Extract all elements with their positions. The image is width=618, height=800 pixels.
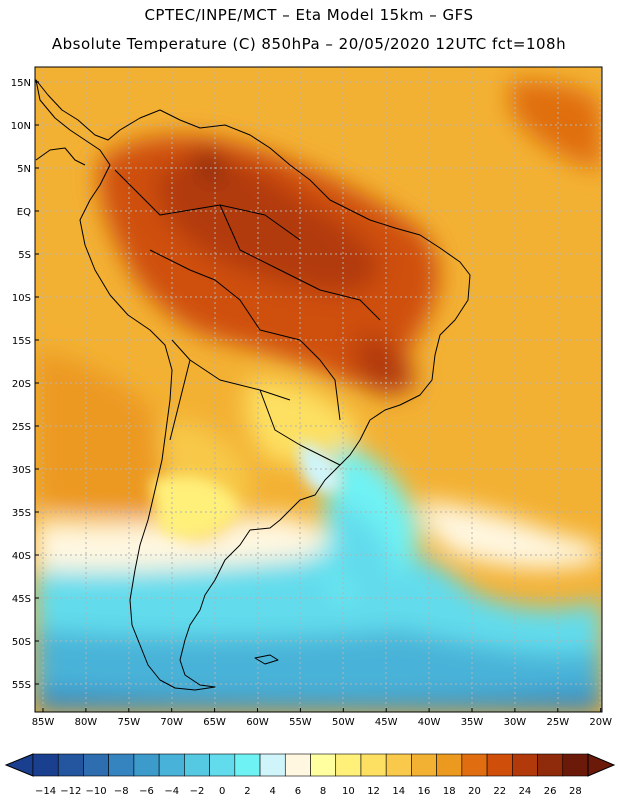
longitude-label: 85W <box>32 717 55 728</box>
colorbar-label: −14 <box>35 786 56 797</box>
color-scale-bar <box>4 753 616 777</box>
latitude-label: 45S <box>12 594 31 605</box>
longitude-label: 65W <box>203 717 226 728</box>
map-title-line-1: CPTEC/INPE/MCT – Eta Model 15km – GFS <box>144 6 474 24</box>
colorbar-label: 0 <box>219 786 225 797</box>
latitude-label: 15S <box>12 336 31 347</box>
longitude-label: 35W <box>461 717 484 728</box>
latitude-label: 10N <box>11 121 31 132</box>
latitude-labels: 15N 10N 5N EQ 5S 10S 15S 20S 25S 30S 35S 40S 45S 50S 5… <box>11 78 39 691</box>
colorbar-swatch <box>461 753 488 777</box>
colorbar-swatch <box>486 753 513 777</box>
longitude-labels: 85W 80W 75W 70W 65W 60W 55W 50W 45W 40W 35W 30W 25W 2… <box>32 708 612 728</box>
colorbar-swatch <box>57 753 84 777</box>
longitude-label: 60W <box>246 717 269 728</box>
latitude-label: 10S <box>12 293 31 304</box>
colorbar-label: −8 <box>114 786 129 797</box>
south-america-coastline <box>35 79 471 691</box>
country-borders <box>114 169 381 466</box>
central-america-coastline <box>35 147 86 166</box>
colorbar-swatch <box>537 753 564 777</box>
colorbar-swatch <box>209 753 236 777</box>
longitude-label: 30W <box>504 717 527 728</box>
colorbar-swatch <box>83 753 109 777</box>
colorbar-low-arrow <box>4 753 34 777</box>
colorbar-swatch <box>385 753 412 777</box>
latitude-label: 40S <box>12 551 31 562</box>
colorbar-label: 8 <box>320 786 326 797</box>
longitude-label: 80W <box>75 717 98 728</box>
longitude-label: 25W <box>546 717 569 728</box>
colorbar-label: 12 <box>367 786 380 797</box>
colorbar-swatch <box>158 753 185 777</box>
longitude-label: 75W <box>117 717 140 728</box>
colorbar-label: 22 <box>493 786 506 797</box>
colorbar-swatch <box>259 753 286 777</box>
longitude-label: 40W <box>418 717 441 728</box>
colorbar-label: 24 <box>519 786 532 797</box>
coastlines <box>35 79 471 691</box>
latitude-label: 20S <box>12 379 31 390</box>
colorbar-swatch <box>360 753 387 777</box>
latitude-label: 25S <box>12 422 31 433</box>
latitude-label: 30S <box>12 465 31 476</box>
colorbar-label: −2 <box>190 786 205 797</box>
colorbar-swatch <box>234 753 261 777</box>
colorbar-label: 26 <box>544 786 557 797</box>
colorbar-label: 10 <box>342 786 355 797</box>
falkland-islands <box>254 654 279 665</box>
colorbar-label: 16 <box>418 786 431 797</box>
latitude-label: 5N <box>17 164 31 175</box>
latitude-label: 50S <box>12 637 31 648</box>
longitude-label: 45W <box>375 717 398 728</box>
latitude-label: 5S <box>18 250 31 261</box>
colorbar-swatch <box>512 753 538 777</box>
colorbar-swatch <box>108 753 135 777</box>
colorbar-swatch <box>310 753 337 777</box>
temperature-field <box>35 67 602 712</box>
colorbar-swatch <box>436 753 463 777</box>
color-scale-labels: −14 −12 −10 −8 −6 −4 −2 0 2 4 6 8 10 12 14 16 18 20 22 24 26… <box>35 786 582 797</box>
longitude-label: 55W <box>289 717 312 728</box>
colorbar-label: 4 <box>269 786 275 797</box>
colorbar-swatch <box>335 753 362 777</box>
colorbar-label: 20 <box>468 786 481 797</box>
colorbar-label: −4 <box>164 786 179 797</box>
latitude-label: 55S <box>12 680 31 691</box>
colorbar-swatch <box>411 753 437 777</box>
colorbar-swatch <box>133 753 160 777</box>
colorbar-swatch <box>284 753 311 777</box>
colorbar-label: 6 <box>295 786 301 797</box>
colorbar-swatch <box>562 753 589 777</box>
longitude-label: 20W <box>589 717 612 728</box>
colorbar-label: −10 <box>86 786 107 797</box>
colorbar-label: 2 <box>244 786 250 797</box>
latitude-label: EQ <box>17 207 31 218</box>
colorbar-swatch <box>184 753 210 777</box>
colorbar-label: 28 <box>569 786 582 797</box>
colorbar-label: 18 <box>443 786 456 797</box>
map-title-line-2: Absolute Temperature (C) 850hPa – 20/05/… <box>51 35 567 53</box>
colorbar-high-arrow <box>587 753 616 777</box>
longitude-label: 50W <box>332 717 355 728</box>
colorbar-label: −6 <box>139 786 154 797</box>
longitude-label: 70W <box>160 717 183 728</box>
colorbar-label: 14 <box>392 786 405 797</box>
colorbar-swatch <box>32 753 59 777</box>
latitude-label: 15N <box>11 78 31 89</box>
latitude-label: 35S <box>12 508 31 519</box>
map-frame <box>34 66 603 713</box>
colorbar-label: −12 <box>60 786 81 797</box>
